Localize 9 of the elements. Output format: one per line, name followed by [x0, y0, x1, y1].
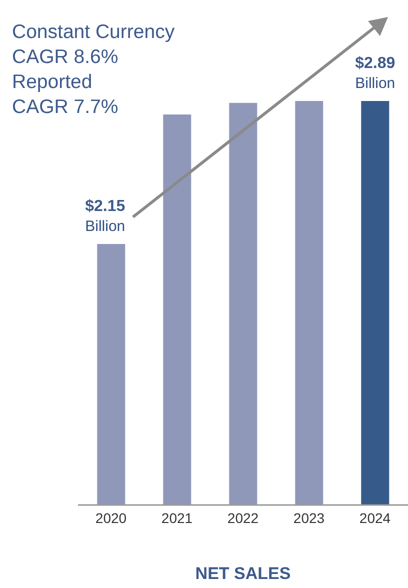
x-tick-label: 2024: [359, 510, 391, 526]
text: NET SALES: [194, 564, 292, 584]
data-label: $2.89 Billion: [355, 55, 396, 92]
annotation: Constant Currency CAGR 8.6% Reported CAGR 7.7%: [12, 20, 175, 120]
x-tick-label: 2020: [95, 510, 127, 526]
x-tick-label: 2023: [293, 510, 325, 526]
x-tick-label: 2022: [227, 510, 259, 526]
x-tick-label: 2021: [161, 510, 193, 526]
data-label: $2.15 Billion: [85, 198, 126, 236]
